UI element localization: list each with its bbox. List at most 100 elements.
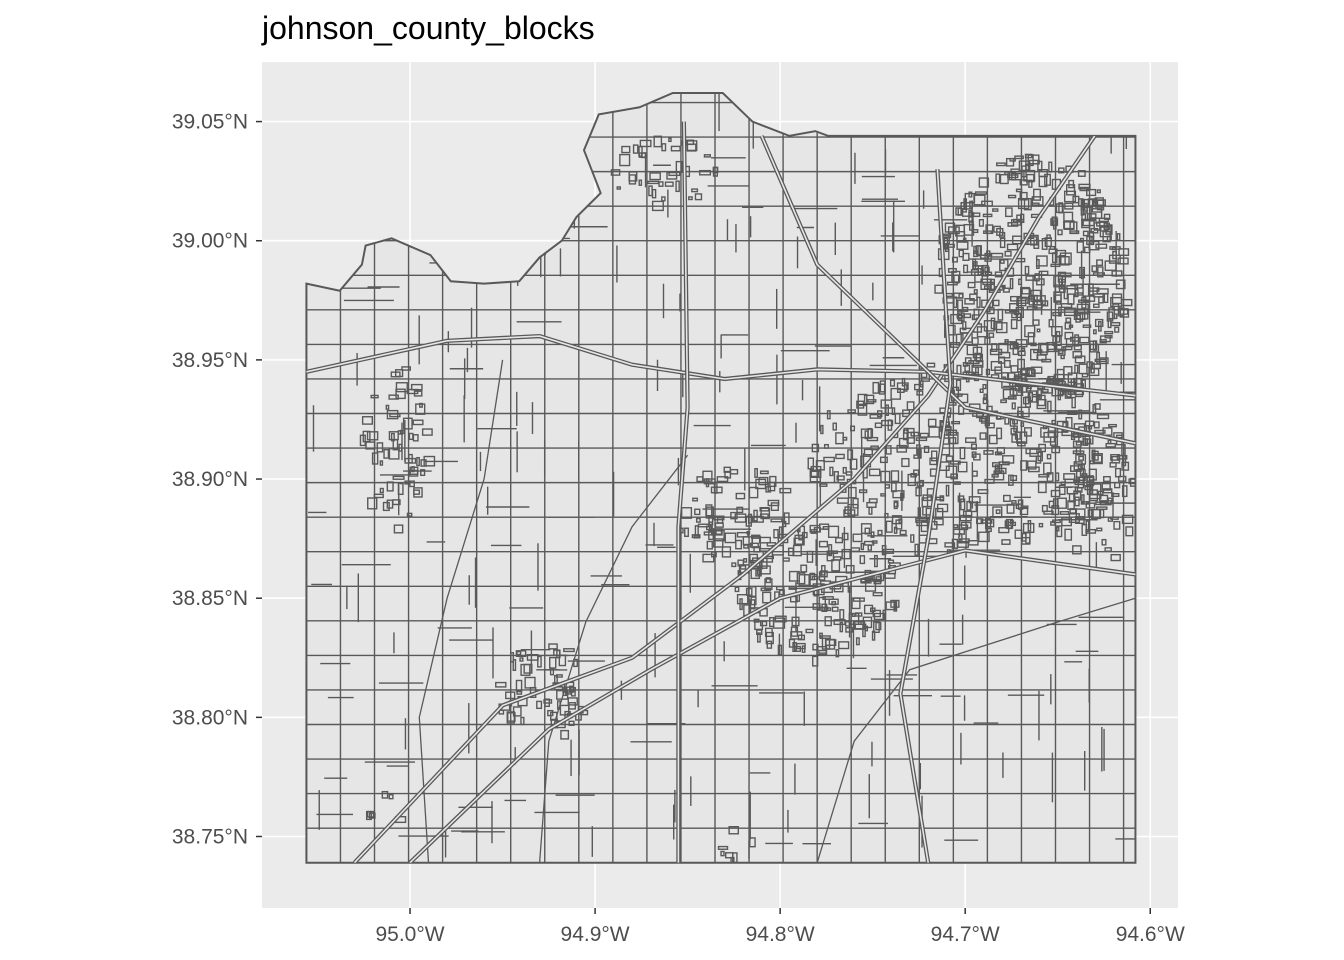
urban-block <box>873 621 880 634</box>
urban-block <box>923 445 930 454</box>
urban-block <box>958 533 963 544</box>
urban-block <box>1007 396 1017 400</box>
urban-block <box>1005 157 1015 167</box>
urban-block <box>1063 220 1075 230</box>
urban-block <box>882 609 887 621</box>
urban-block <box>887 419 893 431</box>
urban-block <box>610 169 621 176</box>
urban-block <box>754 468 758 478</box>
urban-block <box>1026 173 1035 183</box>
urban-block <box>1024 396 1031 408</box>
urban-block <box>945 484 950 497</box>
urban-block <box>1102 427 1113 436</box>
urban-block <box>745 515 752 527</box>
urban-block <box>1041 358 1052 363</box>
urban-block <box>765 631 774 645</box>
urban-block <box>863 448 873 456</box>
urban-block <box>616 186 621 190</box>
urban-block <box>520 716 525 726</box>
urban-block <box>1054 381 1066 386</box>
urban-block <box>703 478 716 485</box>
highway-inner <box>409 549 1136 863</box>
urban-block <box>1081 473 1088 477</box>
urban-block <box>712 166 719 174</box>
urban-block <box>876 410 883 418</box>
urban-block <box>1006 243 1019 251</box>
urban-block <box>881 544 887 556</box>
y-tick-label: 39.05°N <box>172 111 248 134</box>
urban-block <box>934 284 944 294</box>
urban-block <box>900 492 904 501</box>
urban-block <box>916 519 929 527</box>
urban-block <box>694 193 703 201</box>
urban-block <box>1082 324 1092 328</box>
urban-block <box>854 623 867 630</box>
urban-block <box>410 383 423 391</box>
urban-block <box>953 292 964 299</box>
urban-block <box>858 489 868 494</box>
urban-block <box>755 569 762 577</box>
urban-block <box>696 476 704 483</box>
urban-block <box>647 180 660 185</box>
urban-block <box>1076 241 1085 254</box>
urban-block <box>838 641 850 650</box>
urban-block <box>829 466 834 477</box>
urban-block <box>1109 246 1121 250</box>
urban-block <box>649 172 661 181</box>
urban-block <box>972 229 979 234</box>
urban-block <box>1007 222 1019 227</box>
urban-block <box>982 397 988 405</box>
urban-block <box>1104 260 1117 271</box>
urban-block <box>953 524 959 529</box>
urban-block <box>749 837 756 848</box>
urban-block <box>1072 450 1085 455</box>
urban-block <box>890 470 900 482</box>
urban-block <box>638 145 643 157</box>
urban-block <box>1040 388 1049 393</box>
urban-block <box>1060 481 1066 486</box>
urban-block <box>974 271 983 283</box>
urban-block <box>1082 219 1095 227</box>
urban-block <box>373 493 384 499</box>
urban-block <box>1109 461 1117 468</box>
urban-block <box>852 497 859 509</box>
urban-block <box>764 578 773 591</box>
urban-block <box>1025 369 1036 378</box>
stream-line <box>418 359 504 863</box>
urban-block <box>1048 161 1053 173</box>
urban-block <box>560 729 570 740</box>
urban-block <box>916 390 924 396</box>
urban-block <box>1025 532 1031 544</box>
urban-block <box>839 621 844 633</box>
urban-block <box>914 383 924 391</box>
urban-block <box>563 648 575 653</box>
urban-block <box>831 601 837 606</box>
urban-block <box>506 711 516 724</box>
urban-block <box>1118 475 1127 482</box>
urban-block <box>930 450 938 462</box>
urban-block <box>1078 455 1085 461</box>
urban-block <box>537 655 542 668</box>
urban-block <box>955 379 962 391</box>
urban-block <box>670 145 681 152</box>
urban-block <box>1056 368 1065 382</box>
y-tick-label: 38.95°N <box>172 349 248 372</box>
urban-block <box>811 443 820 453</box>
urban-block <box>841 532 849 541</box>
urban-block <box>859 555 866 565</box>
urban-block <box>812 603 821 610</box>
x-tick-label: 95.0°W <box>375 923 444 946</box>
urban-block <box>957 299 964 312</box>
urban-block <box>721 546 732 558</box>
urban-block <box>569 687 576 692</box>
urban-block <box>843 509 856 518</box>
urban-block <box>1091 265 1098 273</box>
urban-block <box>628 174 637 185</box>
urban-block <box>1063 287 1069 300</box>
urban-block <box>806 550 814 563</box>
urban-block <box>1025 163 1030 171</box>
urban-block <box>963 264 969 274</box>
urban-block <box>902 429 909 441</box>
urban-block <box>1101 538 1107 546</box>
urban-block <box>495 681 507 688</box>
